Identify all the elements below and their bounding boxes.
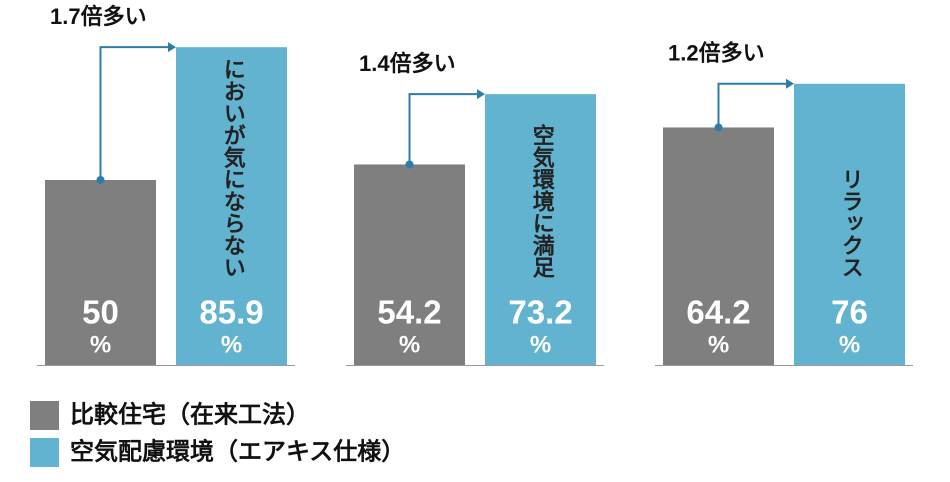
bar	[794, 83, 905, 366]
value-label: 73.2	[508, 294, 572, 331]
arrow-dot	[714, 123, 723, 132]
ratio-arrow	[408, 93, 479, 165]
category-label: においが気にならない	[221, 58, 246, 278]
bar	[176, 47, 287, 366]
legend-label: 比較住宅（在来工法）	[70, 400, 310, 428]
legend-swatch	[30, 438, 59, 467]
value-label: 76	[831, 294, 868, 331]
ratio-label: 1.2倍多い	[668, 41, 765, 66]
bar	[354, 164, 465, 365]
bar	[663, 127, 774, 366]
category-label: リラックス	[839, 168, 864, 278]
bar	[485, 94, 596, 365]
legend-label: 空気配慮環境（エアキス仕様）	[70, 437, 405, 465]
arrow-head	[786, 78, 794, 89]
arrow-head	[168, 42, 176, 53]
category-label: 空気環境に満足	[530, 123, 555, 278]
value-label: 64.2	[686, 294, 750, 331]
value-unit: %	[530, 331, 551, 358]
value-label: 50	[82, 294, 119, 331]
arrow-dot	[405, 160, 414, 169]
arrow-dot	[96, 176, 105, 184]
ratio-label: 1.4倍多い	[359, 51, 456, 76]
ratio-arrow	[717, 82, 788, 128]
arrow-head	[477, 89, 485, 100]
bar	[45, 180, 156, 365]
legend-swatch	[30, 401, 59, 430]
value-label: 54.2	[377, 294, 441, 331]
value-unit: %	[221, 331, 242, 358]
value-label: 85.9	[199, 294, 263, 331]
ratio-label: 1.7倍多い	[50, 4, 147, 29]
value-unit: %	[839, 331, 860, 358]
ratio-arrow	[99, 46, 170, 180]
value-unit: %	[708, 331, 729, 358]
value-unit: %	[90, 331, 111, 358]
value-unit: %	[399, 331, 420, 358]
